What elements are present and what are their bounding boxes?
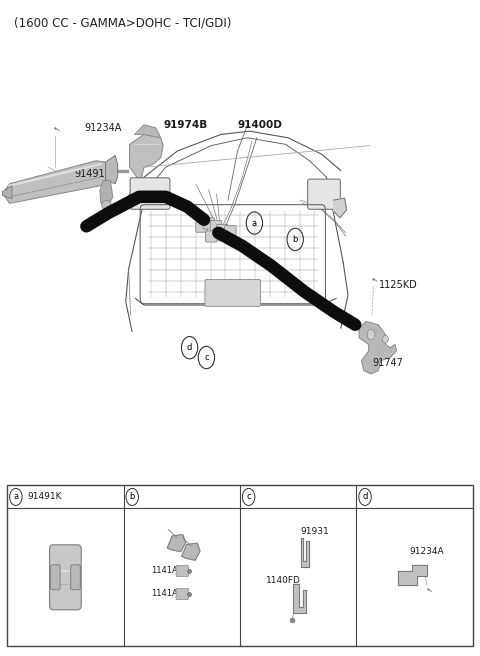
Text: 91234A: 91234A [410,546,444,556]
Text: 91747: 91747 [372,358,403,367]
FancyBboxPatch shape [205,279,261,306]
Circle shape [367,329,375,340]
Text: a: a [13,493,18,501]
Text: 91234A: 91234A [84,123,121,133]
FancyBboxPatch shape [71,565,80,590]
Text: 1141AC: 1141AC [151,589,183,598]
Polygon shape [168,535,186,552]
FancyBboxPatch shape [203,218,215,229]
Text: d: d [187,343,192,352]
Text: c: c [204,353,209,362]
Text: 91400D: 91400D [238,119,282,130]
Polygon shape [134,125,161,138]
Text: b: b [130,493,135,501]
Polygon shape [100,180,113,207]
FancyBboxPatch shape [210,220,222,232]
Polygon shape [130,134,163,197]
Bar [7,485,473,646]
Ellipse shape [102,200,111,210]
Text: b: b [292,235,298,244]
Polygon shape [334,198,347,218]
Text: (1600 CC - GAMMA>DOHC - TCI/GDI): (1600 CC - GAMMA>DOHC - TCI/GDI) [14,16,232,30]
Text: 1125KD: 1125KD [379,280,418,291]
Polygon shape [106,155,118,184]
Text: c: c [246,493,251,501]
Polygon shape [182,543,200,560]
FancyBboxPatch shape [176,588,189,600]
FancyBboxPatch shape [176,565,189,577]
Polygon shape [398,565,427,585]
Circle shape [383,335,388,343]
FancyBboxPatch shape [219,230,230,241]
FancyBboxPatch shape [130,178,170,209]
FancyBboxPatch shape [50,565,60,590]
Text: 91491K: 91491K [28,493,62,501]
Polygon shape [5,161,106,203]
FancyBboxPatch shape [213,229,224,240]
FancyBboxPatch shape [308,179,340,209]
Polygon shape [293,584,306,613]
Text: 1141AC: 1141AC [151,566,183,575]
Text: 1140FD: 1140FD [265,576,300,585]
Text: 91974B: 91974B [163,119,207,130]
FancyBboxPatch shape [205,231,217,242]
Text: 91931: 91931 [300,527,329,536]
Text: 91491H: 91491H [74,169,112,179]
FancyBboxPatch shape [216,224,228,236]
FancyBboxPatch shape [49,544,81,610]
FancyBboxPatch shape [196,221,207,232]
FancyBboxPatch shape [225,226,236,237]
Polygon shape [300,538,309,567]
Text: d: d [362,493,368,501]
Text: a: a [252,218,257,228]
Polygon shape [359,321,396,374]
Polygon shape [2,186,12,199]
